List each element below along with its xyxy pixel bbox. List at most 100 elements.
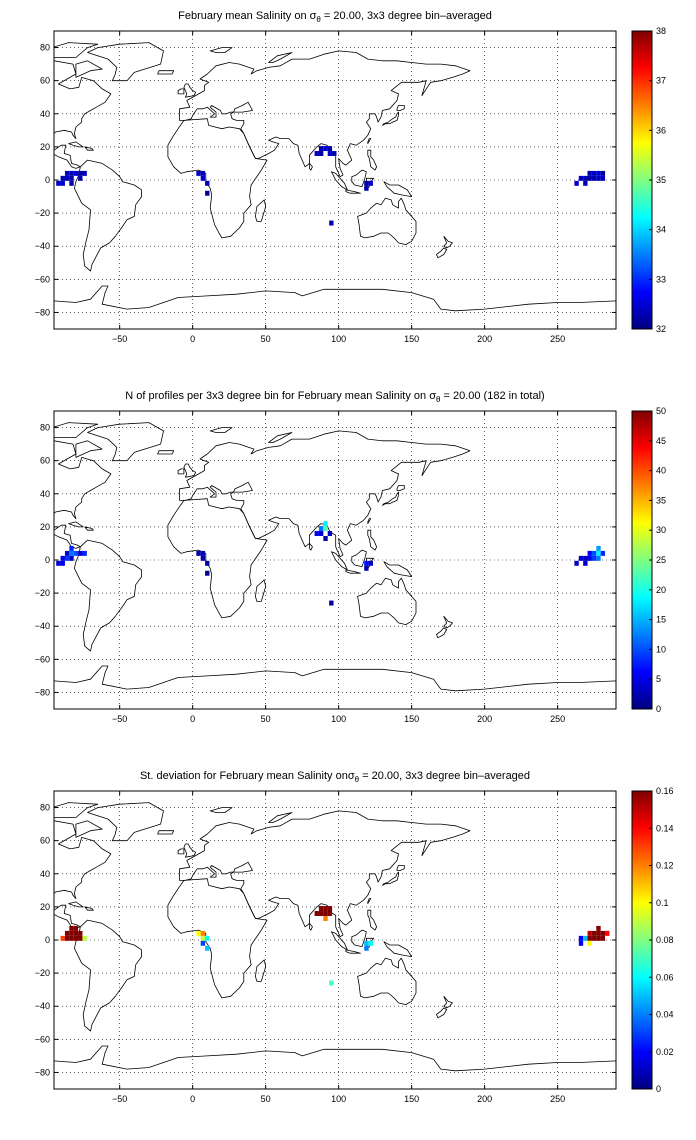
data-cell (64, 550, 70, 556)
data-cell (578, 555, 584, 561)
coastline-18 (383, 941, 413, 957)
y-tick-label: −40 (35, 621, 50, 631)
data-cell (327, 911, 333, 916)
x-tick-label: 50 (261, 714, 271, 724)
coastline-24 (84, 526, 94, 531)
title-rest: = 20.00, 3x3 degree bin–averaged (359, 770, 530, 782)
y-tick-label: 40 (40, 489, 50, 499)
data-cell (587, 175, 592, 181)
coastline-21 (309, 162, 313, 171)
title-subscript: θ (355, 775, 360, 784)
y-tick-label: 20 (40, 522, 50, 532)
map-panel-2: −50 0 50 100 150 200 250−80−60−40−20020406080N… (10, 390, 666, 724)
y-tick-label: −80 (35, 1067, 50, 1077)
map-panel-1: −50 0 50 100 150 200 250 −80 −60 −40 −20 0 20 40 60 80 F… (10, 10, 666, 344)
coastline-6 (54, 665, 616, 709)
coastline-15 (351, 549, 367, 567)
coastline-21 (309, 923, 313, 931)
data-cell (73, 930, 79, 936)
data-cell (200, 930, 206, 936)
data-cell (69, 175, 74, 181)
y-tick-label: 0 (45, 935, 50, 945)
data-cell (578, 935, 584, 941)
x-tick-label: 200 (477, 334, 492, 344)
y-tick-label: 60 (40, 836, 50, 846)
data-cell (583, 560, 588, 566)
data-cell (583, 555, 588, 561)
x-tick-label: 150 (404, 714, 419, 724)
data-cell (318, 531, 324, 536)
data-cell (69, 550, 74, 556)
y-tick-label: −40 (35, 1001, 50, 1011)
x-tick-label: −50 (112, 1094, 127, 1104)
title-text: February mean Salinity on (178, 10, 309, 22)
data-cell (205, 180, 210, 186)
y-tick-label: 40 (40, 109, 50, 119)
coastline-24 (84, 906, 94, 911)
coastline-3 (179, 430, 471, 558)
data-cell (591, 170, 597, 176)
data-cell (574, 560, 579, 566)
data-cell (591, 550, 597, 556)
coastline-23 (68, 521, 84, 528)
title-sigma: σ (429, 390, 436, 402)
data-cell (600, 175, 606, 181)
map-panel-3: −50 0 50 100 150 200 250 −80 −60 −40 −20 0 20 40 60 80 S… (10, 770, 674, 1104)
data-cell (60, 935, 65, 941)
data-cell (368, 940, 373, 946)
colorbar-tick-label: 0.04 (656, 1010, 674, 1020)
data-cell (327, 151, 333, 156)
y-tick-label: −60 (35, 274, 50, 284)
coastline-18 (383, 561, 413, 577)
y-tick-label: 80 (40, 43, 50, 53)
data-cell (327, 146, 333, 152)
data-cell (196, 550, 201, 556)
x-tick-label: −50 (112, 714, 127, 724)
data-cell (56, 560, 61, 566)
x-tick-label: 250 (550, 714, 565, 724)
y-tick-label: 80 (40, 803, 50, 813)
data-cell (64, 170, 70, 176)
y-tick-label: −20 (35, 208, 50, 218)
coastline-8 (381, 111, 399, 126)
data-cell (205, 570, 210, 576)
coastline-28 (10, 54, 47, 64)
data-cell (368, 180, 373, 186)
y-tick-label: −60 (35, 1034, 50, 1044)
data-cell (82, 550, 87, 556)
data-cell (323, 915, 328, 921)
data-cell (69, 555, 74, 561)
coastline-15 (351, 169, 367, 188)
data-cell (583, 180, 588, 186)
colorbar-tick-label: 20 (656, 585, 666, 595)
title-subscript: θ (316, 15, 321, 24)
coastline-7 (254, 199, 267, 222)
colorbar-tick-label: 10 (656, 644, 666, 654)
coastline-19 (443, 235, 453, 249)
coastline-29 (75, 60, 103, 78)
coastline-28 (10, 434, 47, 444)
x-tick-label: 0 (190, 1094, 195, 1104)
coastline-5 (357, 197, 417, 246)
y-tick-label: −80 (35, 307, 50, 317)
coastline-14 (345, 949, 361, 954)
data-cell (64, 555, 70, 561)
data-cell (364, 945, 369, 951)
colorbar-tick-label: 0.06 (656, 972, 674, 982)
data-cell (583, 935, 588, 941)
data-cell (69, 180, 74, 186)
data-cell (56, 180, 61, 186)
data-cell (323, 526, 328, 532)
title-sigma: σ (310, 10, 317, 22)
data-cell (591, 935, 597, 941)
data-cell (82, 170, 87, 176)
x-tick-label: 200 (477, 714, 492, 724)
data-cell (329, 980, 334, 986)
coastline-10 (183, 463, 197, 478)
title-rest: = 20.00, 3x3 degree bin–averaged (321, 10, 492, 22)
coastline-28 (10, 814, 47, 824)
data-cell (329, 220, 334, 226)
title-text: N of profiles per 3x3 degree bin for Feb… (125, 390, 429, 402)
data-cell (323, 521, 328, 527)
coastline-2 (87, 42, 164, 82)
